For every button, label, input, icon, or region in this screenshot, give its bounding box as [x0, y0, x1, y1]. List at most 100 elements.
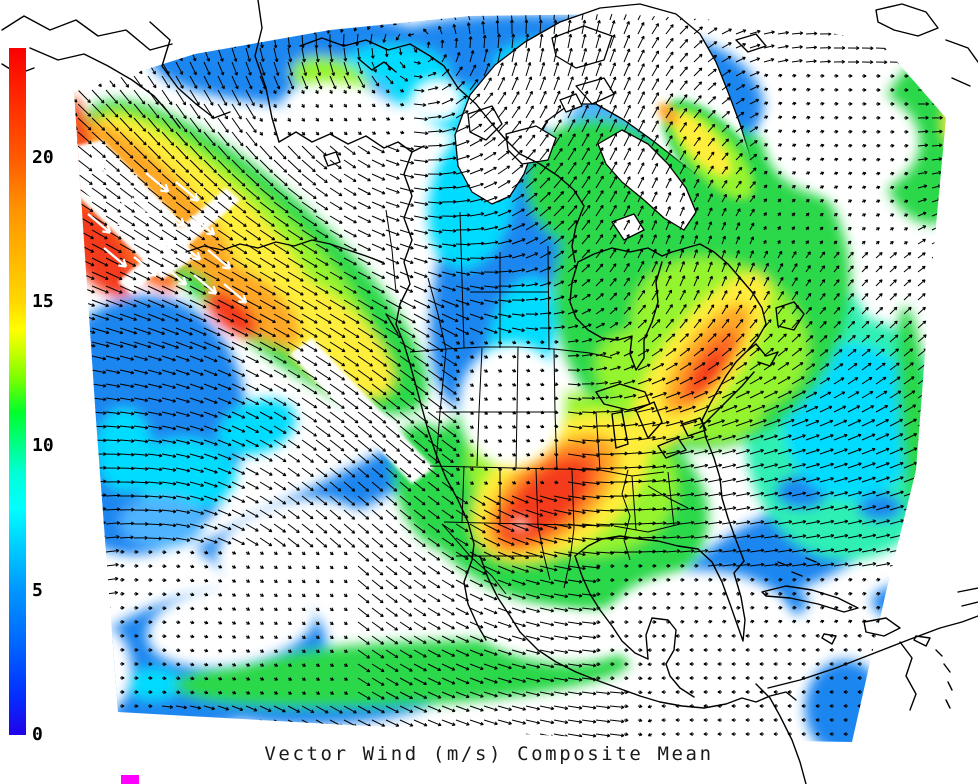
speed-shade-region [120, 496, 204, 548]
border-path [537, 525, 551, 581]
colorbar [9, 48, 26, 735]
coastline-path [681, 417, 707, 437]
coastline-path [761, 585, 859, 613]
overmax-arrows-layer [74, 145, 248, 304]
coastline-path [395, 303, 475, 561]
coastline-path [519, 631, 661, 703]
border-path [443, 521, 611, 527]
island-landmass [559, 93, 583, 113]
coastline-path [899, 641, 917, 711]
speed-shade-region [691, 350, 725, 394]
coastline-path [569, 247, 663, 371]
colorbar-gradient [9, 48, 26, 735]
coastline-path [699, 371, 755, 429]
coastline-path [635, 401, 663, 439]
coastline-path [479, 555, 521, 633]
coastline-path [935, 649, 953, 709]
border-path [441, 523, 507, 595]
colorbar-tick-label: 20 [32, 147, 54, 168]
speed-shade-region [673, 112, 731, 176]
speed-shade-region [96, 408, 152, 492]
coastline-path [945, 39, 978, 63]
border-path [459, 211, 465, 349]
coastline-path [645, 617, 695, 698]
coastline-path [821, 633, 837, 645]
speed-shade-region [858, 493, 902, 521]
border-path [461, 465, 465, 523]
speed-shade-region [944, 99, 946, 149]
state-borders-layer [385, 209, 689, 595]
coastline-path [957, 587, 978, 607]
island-landmass [467, 105, 503, 141]
coastline-path [278, 131, 425, 153]
coastline-path [254, 0, 280, 143]
border-path [563, 527, 575, 589]
calm-region [411, 78, 463, 122]
coastline-path [359, 59, 397, 73]
island-landmass [611, 213, 645, 241]
coastline-path [659, 691, 797, 709]
border-path [429, 465, 601, 471]
calm-region [215, 497, 373, 603]
wind-arrows-layer [74, 14, 946, 742]
coastline-path [323, 151, 341, 167]
overmax-streak [290, 338, 434, 484]
coastline-path [149, 21, 231, 119]
coastline-path [701, 343, 757, 562]
coastline-path [913, 635, 931, 647]
coastline-path [951, 77, 971, 87]
overmax-streak [74, 140, 194, 280]
colorbar-tick-label: 5 [32, 580, 43, 601]
border-path [427, 277, 447, 351]
coastline-path [767, 615, 978, 689]
coastline-path [657, 437, 687, 459]
coastline-path [463, 559, 487, 641]
speed-shade-region [872, 585, 932, 619]
coastline-path [875, 3, 939, 37]
border-path [631, 475, 637, 531]
coastline-path [399, 151, 413, 305]
calm-region [457, 343, 567, 467]
border-path [385, 209, 397, 293]
coastline-path [775, 301, 805, 331]
border-path [571, 469, 575, 529]
coastline-path [1, 15, 173, 51]
coastline-path [299, 37, 585, 263]
coastline-path [755, 343, 779, 367]
coastline-path [574, 535, 699, 557]
calm-region [764, 86, 920, 198]
island-landmass [597, 129, 697, 231]
coastline-path [385, 313, 399, 335]
calm-region [608, 570, 792, 674]
speed-shade-region [878, 60, 946, 224]
coastline-path [661, 243, 767, 351]
coastline-path [185, 239, 383, 263]
wind-arrows [74, 14, 946, 742]
coastline-path [574, 555, 649, 660]
coastline-path [697, 548, 746, 642]
overmax-wind-arrows [74, 145, 248, 304]
border-path [621, 469, 631, 561]
border-path [613, 523, 681, 533]
colorbar-tick-label: 15 [32, 291, 54, 312]
coastline-path [611, 411, 629, 449]
noaa-logo-fragment [121, 775, 139, 784]
speed-shade-region [174, 639, 630, 709]
coastline-path [755, 683, 807, 784]
speed-shade-region [126, 668, 182, 700]
chart-title: Vector Wind (m/s) Composite Mean [264, 743, 714, 765]
border-path [595, 411, 601, 471]
calm-region [282, 81, 394, 135]
colorbar-tick-label: 0 [32, 724, 43, 745]
coastline-path [735, 33, 767, 53]
border-path [547, 245, 550, 351]
coastline-path [863, 617, 901, 637]
border-path [647, 485, 689, 509]
coastline-path [777, 557, 817, 577]
border-path [535, 467, 539, 527]
colorbar-tick-label: 10 [32, 435, 54, 456]
coastline-path [29, 47, 181, 129]
